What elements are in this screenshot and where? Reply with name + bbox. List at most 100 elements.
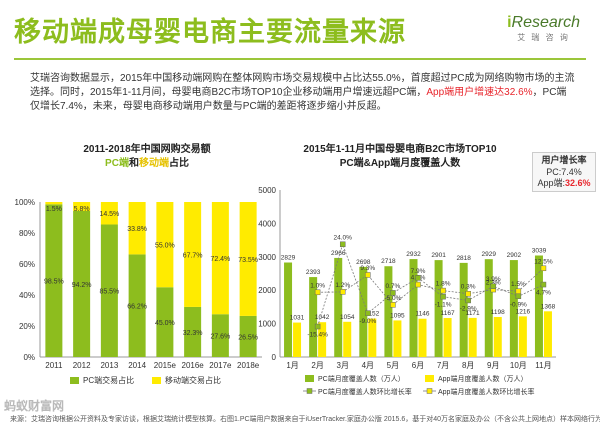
right-data-label-app: 1216 <box>516 308 531 315</box>
watermark: 蚂蚁财富网 <box>4 394 64 415</box>
right-pc-growth-label: -0.9% <box>510 301 527 308</box>
logo-letter: i <box>507 14 512 31</box>
right-bar-app <box>393 320 402 357</box>
right-app-growth-point <box>540 265 547 272</box>
left-data-label-pc: 32.3% <box>183 330 203 337</box>
left-data-label-mobile: 55.0% <box>155 243 175 250</box>
right-data-label-app: 1152 <box>365 311 379 318</box>
left-data-label-mobile: 72.4% <box>210 256 230 263</box>
right-data-label-app: 1146 <box>416 311 430 318</box>
right-data-label-app: 1095 <box>390 312 405 319</box>
left-bar-mobile <box>211 202 229 315</box>
right-x-tick-label: 4月 <box>362 361 374 370</box>
right-pc-growth-label: -1.1% <box>435 302 452 309</box>
intro-highlight: App端用户增速达32.6% <box>426 87 533 98</box>
right-data-label-pc: 2829 <box>281 255 296 262</box>
right-pc-growth-point <box>415 275 421 281</box>
right-app-growth-label: 1.5% <box>511 281 526 288</box>
right-bar-pc <box>459 262 468 357</box>
right-app-growth-point <box>365 272 371 278</box>
right-data-label-pc: 2818 <box>456 255 471 262</box>
right-pc-growth-point <box>465 297 471 304</box>
logo-brand: Research <box>511 14 580 31</box>
left-bar-pc <box>239 315 257 357</box>
left-x-tick-label: 2017e <box>209 361 232 370</box>
right-pc-growth-label: -15.4% <box>307 332 328 339</box>
right-app-growth-label: 9.3% <box>360 265 375 272</box>
right-app-growth-point <box>465 290 471 297</box>
left-chart-subtitle: PC端和移动端占比 <box>105 156 189 169</box>
left-legend-swatch-mobile <box>152 377 161 384</box>
right-x-tick-label: 11月 <box>535 361 551 370</box>
right-app-growth-point <box>515 288 522 294</box>
right-pc-growth-point <box>339 241 346 248</box>
growth-rate-app-value: 32.6% <box>564 178 591 188</box>
right-x-tick-label: 10月 <box>510 361 527 370</box>
right-y-tick-label: 3000 <box>258 253 276 262</box>
right-bar-pc <box>334 257 343 357</box>
left-data-label-pc: 85.5% <box>99 289 119 296</box>
right-legend-swatch-app <box>425 375 434 382</box>
right-app-growth-point <box>415 281 421 288</box>
left-bar-mobile <box>156 202 174 288</box>
growth-rate-pc: PC:7.4% <box>546 167 582 177</box>
left-x-tick-label: 2018e <box>237 361 260 370</box>
right-app-growth-label: 1.2% <box>335 282 350 289</box>
left-y-tick-label: 60% <box>19 260 35 269</box>
right-data-label-pc: 2901 <box>431 252 446 259</box>
right-app-growth-point <box>390 302 396 308</box>
left-y-tick-label: 100% <box>15 198 35 207</box>
right-bar-app <box>468 317 477 357</box>
right-pc-growth-point <box>365 310 371 316</box>
left-subtitle-pc: PC端 <box>105 156 129 169</box>
right-x-tick-label: 7月 <box>437 361 449 370</box>
left-x-tick-label: 2013 <box>100 361 118 370</box>
right-bar-pc <box>384 266 393 357</box>
intro-paragraph: 艾瑞咨询数据显示，2015年中国移动端网购在整体网购市场交易规模中占比达55.0… <box>30 72 575 114</box>
right-bar-app <box>368 318 377 357</box>
growth-rate-header: 用户增长率 <box>541 155 587 165</box>
left-bar-pc <box>100 224 118 357</box>
right-bar-pc <box>309 277 318 357</box>
right-bar-pc <box>434 260 443 357</box>
right-data-label-app: 1171 <box>466 310 480 317</box>
right-x-tick-label: 9月 <box>487 361 499 370</box>
right-pc-growth-point <box>440 293 446 300</box>
right-app-growth-point <box>440 287 446 294</box>
left-bar-mobile <box>128 202 146 255</box>
right-pc-growth-label: 24.0% <box>334 234 353 241</box>
right-bar-pc <box>409 259 418 357</box>
right-x-tick-label: 5月 <box>387 361 399 370</box>
right-app-growth-label: 2.3% <box>486 280 501 287</box>
right-bar-app <box>318 322 327 357</box>
left-bar-mobile <box>45 202 63 205</box>
right-legend-label-pc-growth: PC端月度覆盖人数环比增长率 <box>318 387 412 396</box>
right-pc-growth-label: 7.9% <box>411 268 426 275</box>
left-data-label-mobile: 33.8% <box>127 226 147 233</box>
left-data-label-pc: 94.2% <box>72 282 92 289</box>
right-pc-growth-label: 4.7% <box>536 290 551 297</box>
left-data-label-pc: 98.5% <box>44 279 64 286</box>
right-y-tick-label: 5000 <box>258 186 276 195</box>
right-bar-app <box>443 318 452 357</box>
right-x-tick-label: 8月 <box>462 361 474 370</box>
right-bar-pc <box>284 262 293 357</box>
intro-text-2: ，PC端仅增长7.4%，未来，母婴电商移动端用户数量与PC端的差距将逐步缩小并反… <box>30 87 567 112</box>
right-pc-growth-label: 3.9% <box>486 276 501 283</box>
right-data-label-pc: 2393 <box>306 269 321 276</box>
iresearch-logo: iResearch 艾 瑞 咨 询 <box>507 14 580 43</box>
left-bar-mobile <box>239 202 257 316</box>
left-y-tick-label: 40% <box>19 291 35 300</box>
right-data-label-app: 1031 <box>290 315 305 322</box>
right-data-label-pc: 2698 <box>356 259 371 266</box>
left-legend-swatch-pc <box>70 377 79 384</box>
right-chart: 0 1000 2000 3000 4000 5000 2829 1031 1月 2393 1042 2… <box>258 186 556 396</box>
left-data-label-pc: 26.5% <box>238 334 258 341</box>
right-app-growth-line <box>317 268 544 306</box>
right-pc-growth-point <box>314 323 321 330</box>
logo-sub: 艾 瑞 咨 询 <box>517 33 570 42</box>
right-bar-app <box>543 311 552 357</box>
left-x-tick-label: 2011 <box>45 361 63 370</box>
right-chart-title: 2015年1-11月中国母婴电商B2C市场TOP10 <box>303 142 497 155</box>
